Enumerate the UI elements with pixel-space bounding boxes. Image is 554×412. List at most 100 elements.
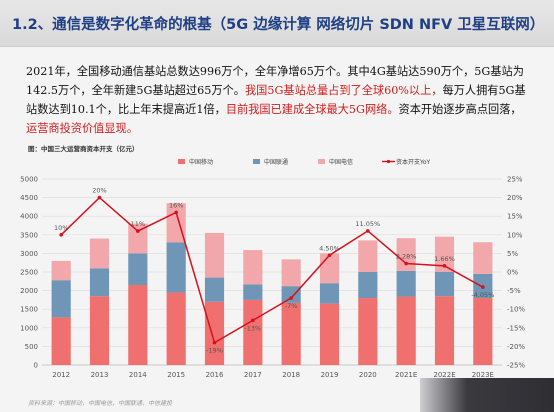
y-tick-label-left: 4500 (20, 194, 38, 202)
bar-segment (166, 292, 186, 365)
y-tick-label-right: 20% (507, 194, 523, 202)
yoy-data-label: -7% (285, 302, 298, 310)
bar-segment (89, 238, 110, 269)
bar-segment (243, 250, 263, 285)
bar-segment (89, 268, 110, 297)
bar-segment (434, 296, 455, 365)
bar-segment (243, 299, 263, 365)
y-tick-label-left: 3500 (20, 231, 38, 239)
y-tick-label-right: -5% (507, 287, 521, 295)
y-tick-label-right: 15% (507, 213, 523, 221)
x-tick-label: 2020 (359, 371, 377, 379)
bar-segment (51, 317, 71, 365)
video-overlay (420, 378, 554, 412)
y-tick-label-left: 1500 (20, 306, 38, 314)
yoy-marker (59, 233, 63, 237)
y-tick-label-right: -15% (507, 324, 525, 332)
x-tick-label: 2017 (244, 371, 262, 379)
y-tick-label-left: 0 (34, 362, 38, 370)
bar-segment (128, 253, 148, 286)
legend-line-marker (386, 159, 391, 164)
bar-segment (396, 270, 416, 297)
legend-swatch (178, 159, 185, 164)
yoy-marker (366, 229, 370, 233)
body-text-2: 每万人拥有5G基站数达到10.1个，比上年末提高近1倍， (26, 84, 526, 116)
yoy-data-label: 11% (131, 220, 145, 228)
header-bar: 1.2、通信是数字化革命的根基（5G 边缘计算 网络切片 SDN NFV 卫星互… (0, 0, 554, 47)
bar-segment (358, 240, 378, 272)
x-tick-label: 2022E (433, 371, 455, 379)
bar-segment (396, 296, 416, 365)
yoy-line (60, 196, 484, 344)
legend-label: 资本开支YoY (396, 158, 431, 166)
yoy-marker (327, 253, 332, 258)
x-tick-label: 2018 (282, 371, 300, 379)
y-tick-label-right: -20% (507, 343, 525, 351)
bar-segment (166, 242, 186, 293)
yoy-marker (174, 210, 178, 215)
bar-segment (473, 298, 493, 365)
bar-segment (281, 302, 301, 365)
x-tick-label: 2013 (91, 371, 109, 379)
bar-segment (128, 223, 148, 254)
bar-segment (358, 272, 378, 299)
body-highlight-3: 运营商投资价值显现。 (26, 122, 138, 135)
page-title: 1.2、通信是数字化革命的根基（5G 边缘计算 网络切片 SDN NFV 卫星互… (12, 17, 545, 33)
x-tick-label: 2019 (321, 371, 339, 379)
y-tick-label-right: -10% (507, 306, 525, 314)
yoy-marker (97, 195, 102, 200)
bar-segment (89, 296, 110, 365)
yoy-marker (289, 296, 293, 300)
x-tick-label: 2014 (129, 371, 147, 379)
yoy-data-label: -4.05% (471, 291, 494, 299)
x-tick-label: 2012 (52, 371, 70, 379)
bar-segment (396, 238, 416, 271)
yoy-data-label: 10% (54, 224, 68, 232)
bar-segment (434, 236, 455, 272)
figure-caption: 图：中国三大运营商资本开支（亿元） (28, 145, 139, 153)
y-tick-label-left: 4000 (20, 213, 38, 221)
legend-label: 中国联通 (264, 158, 288, 166)
bar-segment (473, 242, 493, 274)
y-tick-label-left: 500 (25, 343, 38, 351)
bar-segment (51, 280, 71, 318)
y-tick-label-right: 0% (507, 269, 518, 277)
y-tick-label-left: 2500 (20, 269, 38, 277)
y-tick-label-left: 1000 (20, 324, 38, 332)
bar-segment (204, 301, 225, 365)
yoy-marker (442, 264, 447, 268)
yoy-data-label: 16% (169, 201, 183, 209)
y-tick-label-right: 10% (507, 231, 523, 239)
x-tick-label: 2023E (472, 371, 494, 379)
bar-segment (204, 232, 225, 278)
bar-segment (51, 260, 71, 281)
bar-segment (204, 277, 225, 302)
yoy-data-label: 20% (92, 187, 106, 195)
yoy-data-label: 2.28% (396, 253, 417, 261)
bar-segment (319, 303, 340, 365)
body-paragraph: 2021年，全国移动通信基站总数达996万个，全年净增65万个。其中4G基站达5… (26, 62, 526, 138)
bar-segment (319, 253, 340, 284)
yoy-marker (251, 318, 255, 323)
body-text-1: 2021年，全国移动通信基站总数达996万个，全年净增65万个。其中4G基站达5… (26, 65, 524, 97)
yoy-marker (136, 229, 140, 233)
x-tick-label: 2021E (395, 371, 417, 379)
yoy-marker (212, 340, 217, 345)
yoy-marker (481, 285, 485, 289)
y-tick-label-left: 2000 (20, 287, 38, 295)
bar-segment (281, 286, 301, 303)
y-tick-label-left: 3000 (20, 250, 38, 258)
bar-segment (128, 285, 148, 365)
legend-swatch (318, 159, 325, 164)
yoy-data-label: 11.05% (355, 220, 380, 228)
yoy-marker (404, 261, 408, 266)
bar-segment (358, 298, 378, 365)
legend-label: 中国移动 (189, 158, 213, 166)
legend-swatch (253, 159, 260, 164)
bar-segment (243, 284, 263, 300)
yoy-data-label: -13% (244, 324, 261, 332)
capex-chart: 中国移动 中国联通 中国电信 资本开支YoY 0 500 1000 1500 2000 2500 3… (20, 158, 525, 379)
bar-segment (281, 259, 301, 287)
bar-segment (319, 283, 340, 304)
